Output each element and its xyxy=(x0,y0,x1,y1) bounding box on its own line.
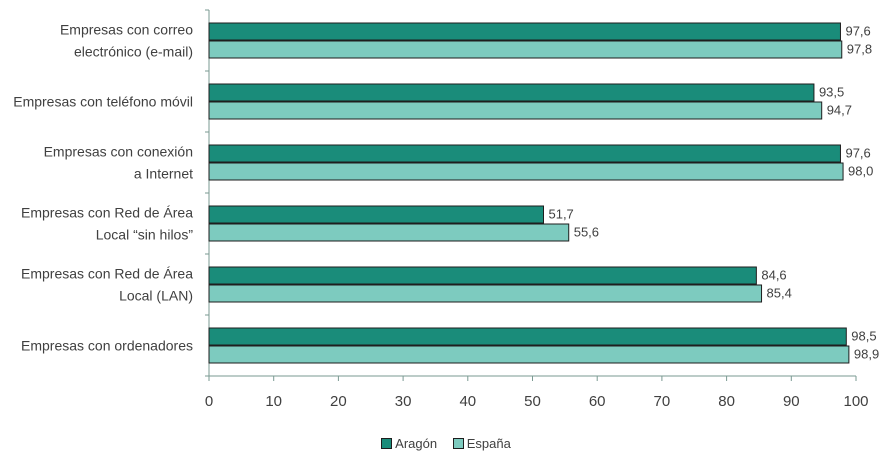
x-tick-label: 10 xyxy=(265,393,282,410)
legend-swatch-espana xyxy=(452,438,464,449)
data-label: 94,7 xyxy=(827,103,852,118)
category-label: Empresas con ordenadores xyxy=(21,338,193,354)
legend-item-espana: España xyxy=(452,436,511,451)
bar-aragon xyxy=(208,83,815,102)
bar-aragon xyxy=(208,22,841,41)
bar-chart: 0 10 20 30 40 50 60 70 80 90 100 97,6 97,8 Empresas c… xyxy=(13,9,879,410)
x-tick-label: 60 xyxy=(589,393,606,410)
data-label: 98,9 xyxy=(854,347,879,362)
bar-aragon xyxy=(208,327,847,346)
bar-espana xyxy=(208,223,570,242)
category-label: Empresas con teléfono móvil xyxy=(13,94,193,110)
category-label: Empresas con conexión xyxy=(44,144,193,160)
x-tick-label: 80 xyxy=(718,393,735,410)
legend-label-aragon: Aragón xyxy=(395,436,438,451)
category-label: Empresas con Red de Área xyxy=(21,266,193,282)
bar-aragon xyxy=(208,144,841,163)
legend-item-aragon: Aragón xyxy=(381,436,437,451)
x-tick-label: 70 xyxy=(654,393,671,410)
data-label: 98,5 xyxy=(851,329,876,344)
bar-espana xyxy=(208,345,850,364)
category-label: a Internet xyxy=(134,166,193,182)
x-tick-label: 0 xyxy=(205,393,213,410)
data-label: 97,6 xyxy=(845,24,870,39)
category-label: Local “sin hilos” xyxy=(96,227,194,243)
bar-aragon xyxy=(208,266,757,285)
data-label: 51,7 xyxy=(548,207,573,222)
bar-aragon xyxy=(208,205,544,224)
data-label: 85,4 xyxy=(767,286,792,301)
bar-espana xyxy=(208,101,823,120)
data-label: 84,6 xyxy=(761,268,786,283)
category-label: Empresas con Red de Área xyxy=(21,205,193,221)
data-label: 97,6 xyxy=(845,146,870,161)
bar-espana xyxy=(208,40,843,59)
category-label: electrónico (e-mail) xyxy=(74,44,193,60)
bar-espana xyxy=(208,162,844,181)
bar-espana xyxy=(208,284,763,303)
category-label: Local (LAN) xyxy=(119,288,193,304)
x-tick-label: 40 xyxy=(459,393,476,410)
data-label: 98,0 xyxy=(848,164,873,179)
x-tick-label: 30 xyxy=(395,393,412,410)
data-label: 97,8 xyxy=(847,42,872,57)
data-label: 55,6 xyxy=(574,225,599,240)
category-label: Empresas con correo xyxy=(60,22,193,38)
legend: Aragón España xyxy=(0,436,892,452)
x-tick-label: 90 xyxy=(783,393,800,410)
x-tick-label: 100 xyxy=(843,393,868,410)
x-tick-label: 50 xyxy=(524,393,541,410)
data-label: 93,5 xyxy=(819,85,844,100)
legend-label-espana: España xyxy=(466,436,511,451)
x-tick-label: 20 xyxy=(330,393,347,410)
legend-swatch-aragon xyxy=(381,438,393,449)
